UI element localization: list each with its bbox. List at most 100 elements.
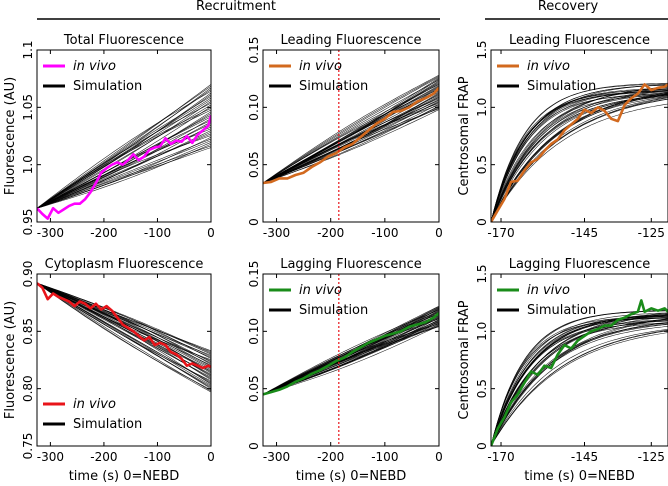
- simulation-line: [263, 76, 439, 184]
- x-axis-label: time (s) 0=NEBD: [69, 469, 180, 484]
- chart-title: Total Fluorescence: [63, 33, 184, 48]
- y-axis-label: Centrosomal FRAP: [457, 76, 472, 195]
- plot-frame: [490, 49, 668, 223]
- simulation-line: [37, 140, 211, 209]
- in-vivo-line: [263, 312, 439, 396]
- legend-label-in-vivo: in vivo: [73, 397, 116, 412]
- simulation-line: [37, 282, 211, 391]
- simulation-line: [37, 87, 211, 209]
- panel-lag_recovery: Lagging Fluorescence -170 -145 -125 0 0.5 1.0 1…: [457, 257, 668, 484]
- simulation-line: [491, 93, 668, 222]
- x-tick-label: -100: [371, 450, 398, 464]
- simulation-line: [37, 90, 211, 209]
- y-tick-label: 1.1: [21, 40, 35, 59]
- simulation-line: [491, 318, 668, 446]
- x-tick-label: 0: [435, 450, 443, 464]
- simulation-line: [491, 332, 668, 446]
- legend-label-in-vivo: in vivo: [73, 59, 116, 74]
- x-tick-label: -200: [90, 226, 117, 240]
- simulation-line: [37, 282, 211, 356]
- plot-frame: [36, 273, 212, 447]
- simulation-line: [263, 75, 439, 184]
- simulation-line: [491, 318, 668, 446]
- simulation-line: [491, 322, 668, 446]
- x-tick-label: -100: [371, 226, 398, 240]
- simulation-line: [37, 143, 211, 209]
- simulation-line: [263, 305, 439, 395]
- simulation-line: [263, 87, 439, 184]
- plot-area: [37, 282, 211, 393]
- simulation-line: [491, 326, 668, 446]
- panel-lead_recruit: Leading Fluorescence -300 -200 -100 0 0 0.05 0.…: [247, 33, 443, 240]
- y-tick-label: 0.10: [247, 94, 261, 121]
- simulation-line: [37, 104, 211, 209]
- plot-area: [491, 299, 668, 446]
- plot-area: [263, 305, 439, 396]
- plot-area: [37, 84, 211, 220]
- y-tick-label: 0.90: [21, 261, 35, 288]
- y-axis-label: Fluorescence (AU): [3, 77, 18, 195]
- x-tick-label: -300: [263, 226, 290, 240]
- y-tick-label: 0: [247, 218, 261, 226]
- simulation-line: [37, 282, 211, 352]
- panels: Total Fluorescence -300 -200 -100 0 0.95 1.0 1.…: [3, 33, 668, 484]
- in-vivo-line: [263, 86, 439, 185]
- y-tick-label: 1.5: [475, 40, 489, 59]
- simulation-line: [263, 81, 439, 184]
- x-tick-label: -100: [144, 226, 171, 240]
- x-tick-label: -125: [638, 226, 665, 240]
- simulation-line: [37, 92, 211, 209]
- simulation-line: [37, 101, 211, 209]
- y-tick-label: 1.0: [475, 98, 489, 117]
- plot-area: [263, 74, 439, 185]
- simulation-line: [37, 85, 211, 209]
- simulation-line: [263, 79, 439, 184]
- simulation-line: [491, 93, 668, 222]
- x-tick-label: -300: [263, 450, 290, 464]
- y-tick-label: 0.75: [21, 433, 35, 460]
- y-tick-label: 0: [247, 442, 261, 450]
- x-tick-label: -200: [90, 450, 117, 464]
- y-tick-label: 0.80: [21, 375, 35, 402]
- simulation-line: [491, 323, 668, 446]
- simulation-line: [263, 92, 439, 184]
- simulation-line: [37, 282, 211, 362]
- simulation-line: [491, 329, 668, 446]
- simulation-line: [263, 325, 439, 395]
- header-recovery: Recovery: [538, 0, 599, 14]
- simulation-line: [37, 282, 211, 393]
- x-tick-label: -200: [317, 450, 344, 464]
- y-tick-label: 1.0: [21, 155, 35, 174]
- x-tick-label: 0: [207, 226, 215, 240]
- simulation-line: [491, 86, 668, 222]
- chart-title: Leading Fluorescence: [509, 33, 650, 48]
- chart-title: Lagging Fluorescence: [280, 257, 422, 272]
- x-tick-label: 0: [435, 226, 443, 240]
- x-axis-label: time (s) 0=NEBD: [296, 469, 407, 484]
- y-tick-label: 0.85: [21, 318, 35, 345]
- y-tick-label: 1.05: [21, 94, 35, 121]
- simulation-line: [263, 105, 439, 184]
- x-tick-label: -170: [487, 450, 514, 464]
- chart-title: Lagging Fluorescence: [509, 257, 651, 272]
- legend-label-simulation: Simulation: [527, 79, 596, 94]
- x-tick-label: -125: [638, 450, 665, 464]
- simulation-line: [491, 82, 668, 222]
- y-tick-label: 0.15: [247, 37, 261, 64]
- legend-label-in-vivo: in vivo: [527, 59, 570, 74]
- simulation-line: [491, 84, 668, 222]
- x-tick-label: -170: [487, 226, 514, 240]
- y-tick-label: 1.5: [475, 264, 489, 283]
- simulation-line: [491, 312, 668, 446]
- y-tick-label: 0.5: [475, 155, 489, 174]
- legend-label-simulation: Simulation: [73, 417, 142, 432]
- y-tick-label: 0.05: [247, 375, 261, 402]
- plot-frame: [262, 49, 440, 223]
- simulation-line: [263, 103, 439, 184]
- chart-title: Leading Fluorescence: [280, 33, 421, 48]
- legend-label-simulation: Simulation: [73, 79, 142, 94]
- in-vivo-line: [491, 83, 668, 222]
- y-axis-label: Centrosomal FRAP: [457, 300, 472, 419]
- legend-label-simulation: Simulation: [527, 303, 596, 318]
